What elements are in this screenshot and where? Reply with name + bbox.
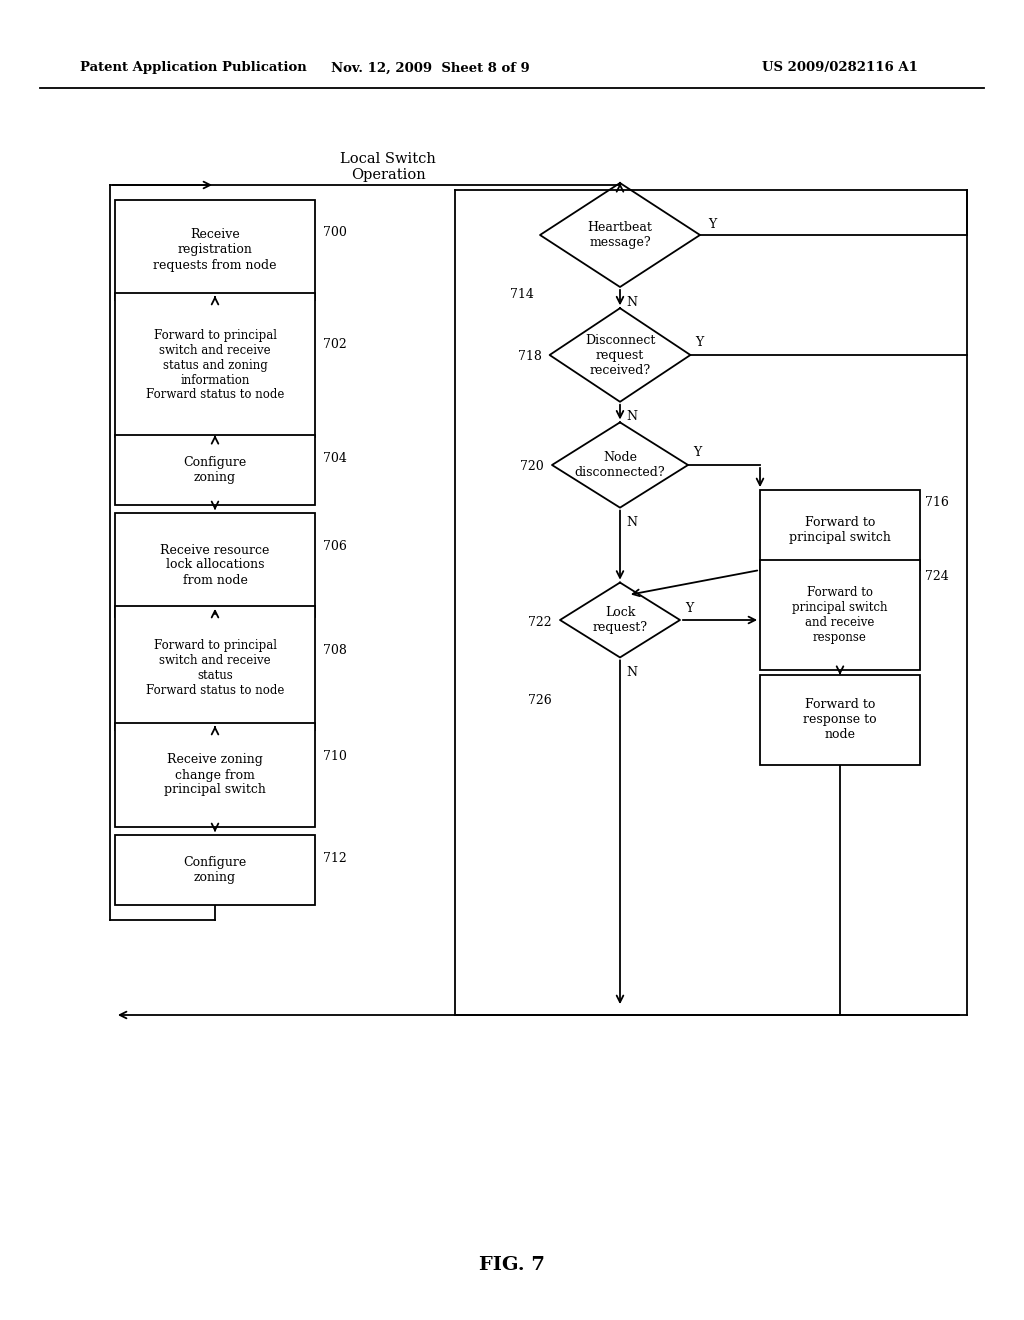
Text: Y: Y bbox=[695, 337, 703, 350]
Text: N: N bbox=[626, 411, 637, 424]
Text: Configure
zoning: Configure zoning bbox=[183, 455, 247, 484]
Text: FIG. 7: FIG. 7 bbox=[479, 1257, 545, 1274]
Text: N: N bbox=[626, 296, 637, 309]
Text: 712: 712 bbox=[323, 851, 347, 865]
Text: 710: 710 bbox=[323, 751, 347, 763]
Bar bbox=[115, 723, 315, 828]
Text: N: N bbox=[626, 667, 637, 678]
Text: N: N bbox=[626, 516, 637, 529]
Text: US 2009/0282116 A1: US 2009/0282116 A1 bbox=[762, 62, 918, 74]
Text: 720: 720 bbox=[520, 461, 544, 474]
Text: Disconnect
request
received?: Disconnect request received? bbox=[585, 334, 655, 376]
Bar bbox=[115, 436, 315, 506]
Text: 718: 718 bbox=[517, 351, 542, 363]
Text: 722: 722 bbox=[528, 615, 552, 628]
Bar bbox=[115, 293, 315, 437]
Text: 716: 716 bbox=[925, 495, 949, 508]
Bar bbox=[760, 560, 920, 671]
Text: Nov. 12, 2009  Sheet 8 of 9: Nov. 12, 2009 Sheet 8 of 9 bbox=[331, 62, 529, 74]
Text: 724: 724 bbox=[925, 570, 949, 583]
Text: Forward to
principal switch
and receive
response: Forward to principal switch and receive … bbox=[793, 586, 888, 644]
Text: Y: Y bbox=[693, 446, 701, 459]
Text: Forward to
response to
node: Forward to response to node bbox=[803, 698, 877, 742]
Text: Lock
request?: Lock request? bbox=[593, 606, 647, 634]
Text: Forward to principal
switch and receive
status and zoning
information
Forward st: Forward to principal switch and receive … bbox=[145, 329, 285, 401]
Text: Receive resource
lock allocations
from node: Receive resource lock allocations from n… bbox=[161, 544, 269, 586]
Text: 702: 702 bbox=[323, 338, 347, 351]
Text: Local Switch
Operation: Local Switch Operation bbox=[340, 152, 436, 182]
Bar bbox=[760, 490, 920, 570]
Text: Configure
zoning: Configure zoning bbox=[183, 855, 247, 884]
Text: 706: 706 bbox=[323, 540, 347, 553]
Bar bbox=[115, 513, 315, 616]
Text: 700: 700 bbox=[323, 226, 347, 239]
Bar bbox=[760, 675, 920, 766]
Text: Y: Y bbox=[685, 602, 693, 615]
Text: 708: 708 bbox=[323, 644, 347, 656]
Text: Receive zoning
change from
principal switch: Receive zoning change from principal swi… bbox=[164, 754, 266, 796]
Bar bbox=[115, 201, 315, 300]
Text: Receive
registration
requests from node: Receive registration requests from node bbox=[154, 228, 276, 272]
Text: 704: 704 bbox=[323, 451, 347, 465]
Text: Y: Y bbox=[708, 219, 716, 231]
Bar bbox=[115, 606, 315, 730]
Text: Heartbeat
message?: Heartbeat message? bbox=[588, 220, 652, 249]
Text: Forward to principal
switch and receive
status
Forward status to node: Forward to principal switch and receive … bbox=[145, 639, 285, 697]
Text: Forward to
principal switch: Forward to principal switch bbox=[790, 516, 891, 544]
Text: 714: 714 bbox=[510, 289, 534, 301]
Text: Patent Application Publication: Patent Application Publication bbox=[80, 62, 307, 74]
Text: 726: 726 bbox=[528, 693, 552, 706]
Bar bbox=[115, 836, 315, 906]
Text: Node
disconnected?: Node disconnected? bbox=[574, 451, 666, 479]
